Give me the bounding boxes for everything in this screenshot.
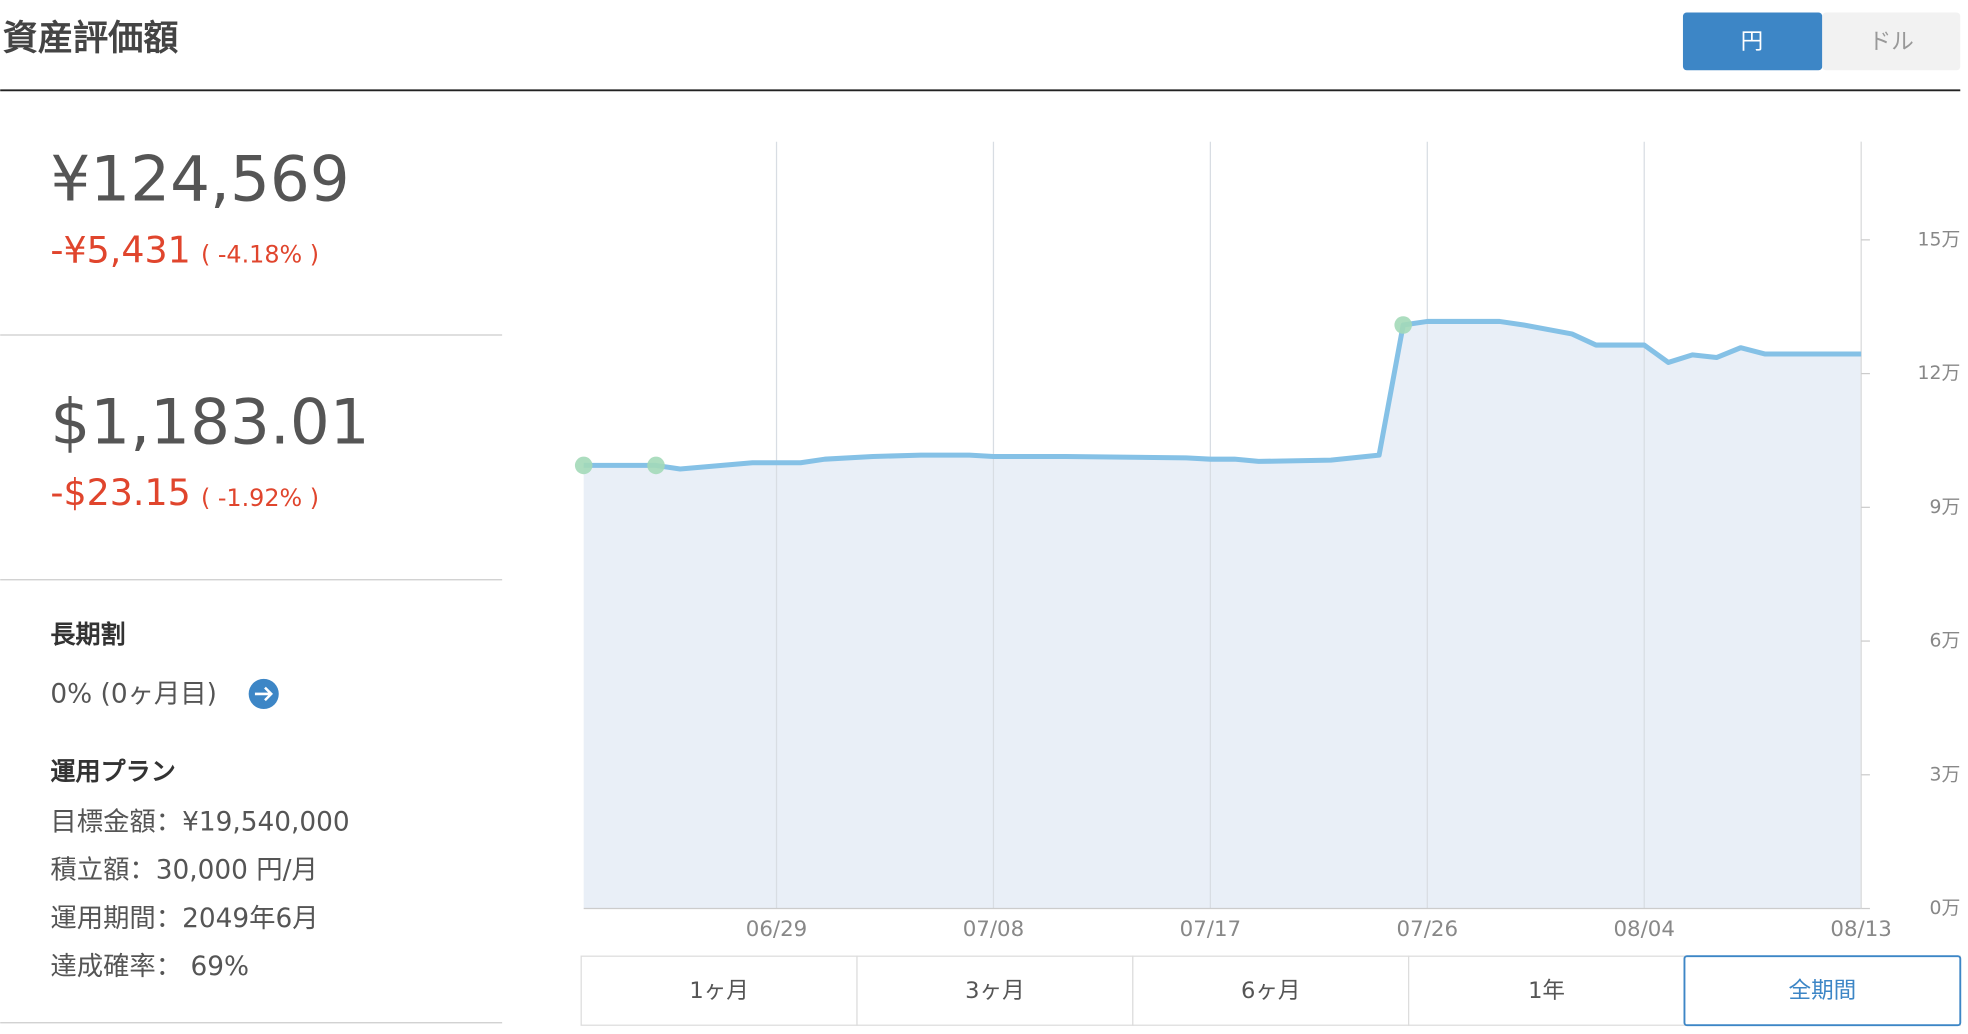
change: -$23.15	[50, 471, 190, 514]
range-label[interactable]: 6ヶ月	[1241, 978, 1301, 1004]
area	[583, 321, 1862, 909]
y-tick-label: 15万	[1918, 229, 1961, 250]
highlight-point	[647, 456, 665, 475]
range-button[interactable]	[1408, 955, 1686, 1026]
change-pct: ( -4.18% )	[201, 240, 319, 268]
arrow-button[interactable]	[248, 678, 279, 709]
highlight-point	[1394, 316, 1412, 334]
range-label[interactable]: 3ヶ月	[965, 978, 1025, 1004]
toggle-inactive[interactable]	[1822, 12, 1961, 71]
change-pct: ( -1.92% )	[201, 484, 319, 512]
change: -¥5,431	[50, 229, 190, 272]
x-tick-label: 06/29	[746, 917, 807, 942]
toggle-label[interactable]: 円	[1741, 29, 1764, 55]
range-label[interactable]: 1ヶ月	[689, 978, 749, 1004]
x-tick-label: 07/08	[963, 917, 1024, 942]
x-tick-label: 08/13	[1830, 917, 1891, 942]
toggle-label[interactable]: ドル	[1869, 29, 1914, 55]
line	[583, 318, 1862, 472]
x-tick-label: 08/04	[1613, 917, 1674, 942]
plan-line: 目標金額：¥19,540,000	[50, 808, 349, 838]
chart: 06/29 07/08 07/17 07/26 08/04 08/13 0万 3万 6万 9万 12…	[574, 141, 1961, 942]
plan-line: 達成確率： 69%	[50, 952, 249, 982]
x-tick-label: 07/26	[1397, 917, 1458, 942]
range-label[interactable]: 全期間	[1788, 978, 1856, 1004]
range-button[interactable]	[1132, 955, 1410, 1026]
section-title: 長期割	[50, 620, 125, 649]
y-tick-label: 0万	[1929, 898, 1960, 919]
amount: $1,183.01	[50, 386, 369, 459]
y-tick-label: 12万	[1918, 363, 1961, 384]
amount: ¥124,569	[50, 142, 349, 215]
y-tick-label: 6万	[1929, 631, 1960, 652]
range-button-selected[interactable]	[1683, 955, 1962, 1027]
page-title: 資産評価額	[3, 18, 179, 59]
range-label[interactable]: 1年	[1528, 978, 1565, 1004]
x-tick-label: 07/17	[1180, 917, 1241, 942]
discount-text: 0% (0ヶ月目)	[50, 680, 217, 710]
section-title: 運用プラン	[50, 757, 175, 786]
y-tick-label: 9万	[1929, 497, 1960, 518]
range-button[interactable]	[580, 955, 858, 1026]
plan-line: 運用期間：2049年6月	[50, 904, 318, 934]
highlight-point	[574, 456, 593, 475]
toggle-active[interactable]	[1682, 12, 1823, 71]
range-button[interactable]	[856, 955, 1134, 1026]
plan-line: 積立額：30,000 円/月	[50, 856, 318, 886]
y-tick-label: 3万	[1929, 764, 1960, 785]
